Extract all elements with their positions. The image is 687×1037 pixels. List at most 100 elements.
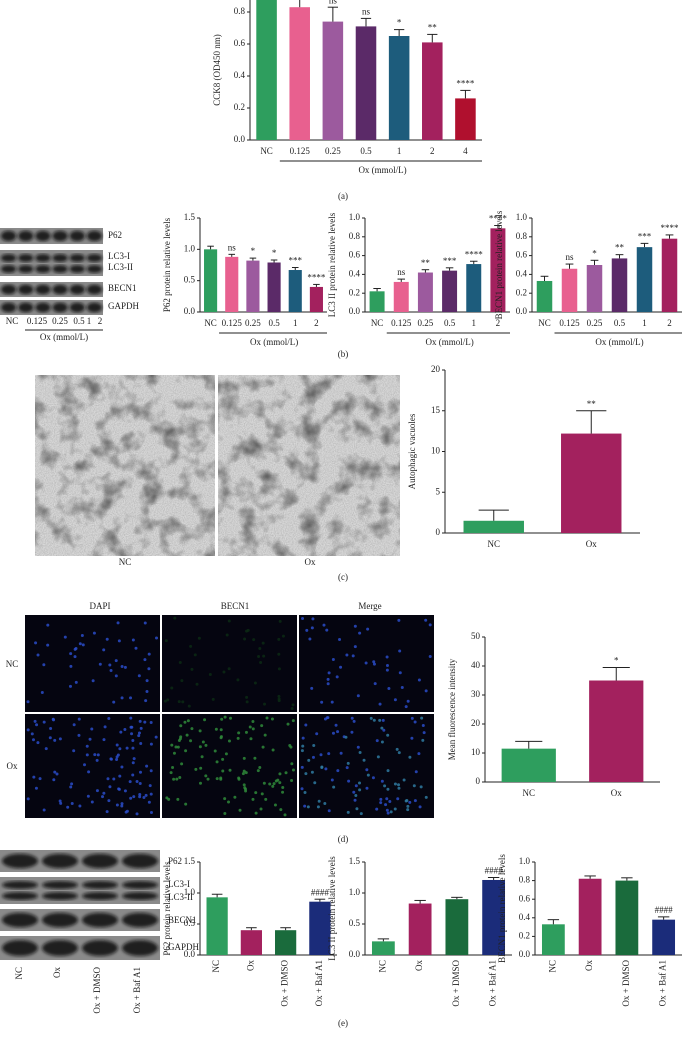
cell: [42, 808, 46, 812]
cell: [88, 737, 92, 741]
x-tick-label: NC: [522, 788, 535, 798]
cell: [154, 735, 158, 739]
cell: [291, 703, 295, 707]
cell: [120, 664, 124, 668]
cell: [115, 758, 119, 762]
significance-label: ####: [655, 905, 674, 915]
cell: [301, 736, 305, 740]
cell: [259, 807, 263, 811]
cell: [291, 768, 295, 772]
cell: [311, 755, 315, 759]
cell: [46, 623, 50, 627]
cell: [223, 797, 227, 801]
cell: [376, 755, 380, 759]
cell: [143, 621, 147, 625]
cell: [261, 745, 265, 749]
cell: [131, 761, 135, 765]
cell: [243, 637, 247, 641]
x-tick-label: 0.25: [418, 318, 434, 328]
x-tick-label: Ox + Baf A1: [314, 960, 324, 1006]
cell: [421, 738, 425, 742]
cell: [410, 716, 414, 720]
y-tick-label: 0.6: [516, 250, 528, 260]
bar: [661, 238, 678, 312]
x-tick-label: 0.5: [360, 146, 372, 156]
cell: [242, 783, 246, 787]
cell: [331, 658, 335, 662]
cell: [223, 715, 227, 719]
y-axis-label: Mean fluorescence intensity: [447, 658, 457, 760]
blot-strip: [0, 909, 160, 931]
y-tick-label: 0.6: [519, 893, 531, 903]
cell: [195, 682, 199, 686]
cell: [137, 734, 141, 738]
cell: [70, 782, 74, 786]
cell: [290, 762, 294, 766]
cell: [424, 795, 428, 799]
cell: [90, 800, 94, 804]
cell: [408, 800, 412, 804]
cell: [404, 705, 408, 709]
cell: [412, 784, 416, 788]
cell: [389, 810, 393, 814]
cell: [143, 720, 147, 724]
cell: [180, 679, 184, 683]
cell: [85, 753, 89, 757]
cell: [38, 777, 42, 781]
blot-band: [42, 853, 78, 869]
cell: [117, 639, 121, 643]
x-tick-label: 2: [496, 318, 501, 328]
cell: [145, 764, 149, 768]
blot-band: [35, 230, 51, 242]
y-axis-label: P62 protein relative levels: [162, 217, 172, 312]
cell: [139, 742, 143, 746]
blot-band: [35, 265, 51, 273]
y-tick-label: 1.0: [519, 856, 531, 866]
cell: [129, 716, 133, 720]
blot-band: [2, 912, 38, 928]
cell: [356, 694, 360, 698]
panel-label: (c): [338, 572, 348, 582]
cell: [400, 686, 404, 690]
cell: [148, 784, 152, 788]
y-axis-label: BECN1 protein relative levels: [494, 210, 504, 319]
cell: [93, 753, 97, 757]
cell: [322, 623, 326, 627]
cell: [350, 716, 354, 720]
cell: [372, 718, 376, 722]
cell: [149, 769, 153, 773]
bar: [417, 272, 433, 312]
y-tick-label: 0.0: [234, 134, 246, 144]
blot-band: [0, 302, 17, 313]
cell: [149, 721, 153, 725]
cell: [308, 637, 312, 641]
cell: [358, 751, 362, 755]
bar: [463, 520, 524, 533]
cell: [115, 743, 119, 747]
cell: [102, 738, 106, 742]
y-tick-label: 10: [431, 446, 441, 456]
cell: [245, 700, 249, 704]
cell: [172, 751, 176, 755]
cell: [252, 638, 256, 642]
y-tick-label: 0: [436, 527, 441, 537]
blot-lane-label: 2: [98, 316, 103, 326]
cell: [112, 777, 116, 781]
cell: [248, 725, 252, 729]
cell: [52, 778, 56, 782]
cell: [187, 704, 191, 708]
cell: [85, 744, 89, 748]
cell: [197, 636, 201, 640]
cell: [289, 745, 293, 749]
significance-label: **: [421, 258, 431, 268]
cell: [380, 726, 384, 730]
blot-band: [122, 940, 158, 956]
cell: [204, 774, 208, 778]
cell: [311, 617, 315, 621]
blot-band-label: GAPDH: [108, 301, 140, 311]
cell: [138, 795, 142, 799]
x-tick-label: 2: [314, 318, 319, 328]
cell: [184, 802, 188, 806]
x-tick-label: Ox: [414, 960, 424, 971]
cell: [177, 700, 181, 704]
